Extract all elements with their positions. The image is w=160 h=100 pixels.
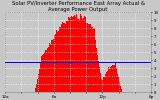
Bar: [58, 31, 59, 92]
Bar: [51, 40, 52, 92]
Bar: [71, 16, 72, 92]
Bar: [93, 29, 94, 92]
Bar: [116, 68, 117, 92]
Bar: [36, 84, 37, 92]
Bar: [61, 24, 62, 92]
Bar: [81, 16, 82, 92]
Bar: [105, 72, 107, 92]
Bar: [78, 19, 79, 92]
Bar: [53, 39, 54, 92]
Bar: [68, 17, 69, 92]
Bar: [114, 65, 115, 92]
Bar: [115, 62, 116, 92]
Bar: [66, 20, 67, 92]
Bar: [96, 48, 97, 92]
Bar: [108, 67, 109, 92]
Bar: [50, 44, 51, 92]
Bar: [83, 18, 84, 92]
Bar: [55, 34, 56, 92]
Bar: [101, 79, 103, 92]
Bar: [74, 15, 75, 92]
Bar: [42, 55, 43, 92]
Bar: [52, 40, 53, 92]
Bar: [41, 56, 42, 92]
Bar: [85, 18, 86, 92]
Bar: [108, 69, 110, 92]
Bar: [117, 74, 118, 92]
Bar: [37, 80, 38, 92]
Bar: [100, 73, 101, 92]
Bar: [44, 52, 45, 92]
Bar: [38, 74, 39, 92]
Bar: [94, 28, 95, 92]
Bar: [75, 17, 76, 92]
Bar: [113, 65, 114, 92]
Bar: [79, 20, 80, 92]
Bar: [72, 17, 73, 92]
Bar: [67, 21, 68, 92]
Bar: [80, 14, 81, 92]
Bar: [45, 50, 46, 92]
Bar: [46, 50, 47, 92]
Bar: [60, 27, 61, 92]
Bar: [110, 67, 111, 92]
Bar: [107, 71, 108, 92]
Bar: [47, 48, 48, 92]
Bar: [54, 35, 55, 92]
Bar: [59, 27, 60, 92]
Bar: [98, 61, 100, 92]
Bar: [82, 19, 83, 92]
Bar: [48, 47, 49, 92]
Bar: [70, 17, 71, 92]
Bar: [99, 67, 100, 92]
Bar: [97, 55, 98, 92]
Bar: [49, 43, 50, 92]
Bar: [39, 69, 40, 92]
Bar: [69, 18, 70, 92]
Bar: [57, 32, 58, 92]
Bar: [87, 23, 88, 92]
Bar: [56, 30, 57, 92]
Bar: [43, 54, 44, 92]
Title: Solar PV/Inverter Performance East Array Actual & Average Power Output: Solar PV/Inverter Performance East Array…: [12, 1, 145, 12]
Bar: [102, 80, 104, 92]
Bar: [89, 24, 90, 92]
Bar: [77, 19, 78, 92]
Bar: [35, 88, 36, 92]
Bar: [88, 24, 89, 92]
Bar: [95, 40, 96, 92]
Bar: [104, 74, 106, 92]
Bar: [65, 24, 66, 92]
Bar: [92, 27, 93, 92]
Bar: [111, 66, 112, 92]
Bar: [73, 16, 74, 92]
Bar: [76, 14, 77, 92]
Bar: [119, 82, 120, 92]
Bar: [112, 65, 113, 92]
Bar: [120, 86, 121, 92]
Bar: [90, 24, 91, 92]
Bar: [64, 23, 65, 92]
Bar: [84, 16, 85, 92]
Bar: [63, 23, 64, 92]
Bar: [40, 63, 41, 92]
Bar: [91, 27, 92, 92]
Bar: [118, 77, 119, 92]
Bar: [62, 22, 63, 92]
Bar: [121, 89, 122, 92]
Bar: [86, 23, 87, 92]
